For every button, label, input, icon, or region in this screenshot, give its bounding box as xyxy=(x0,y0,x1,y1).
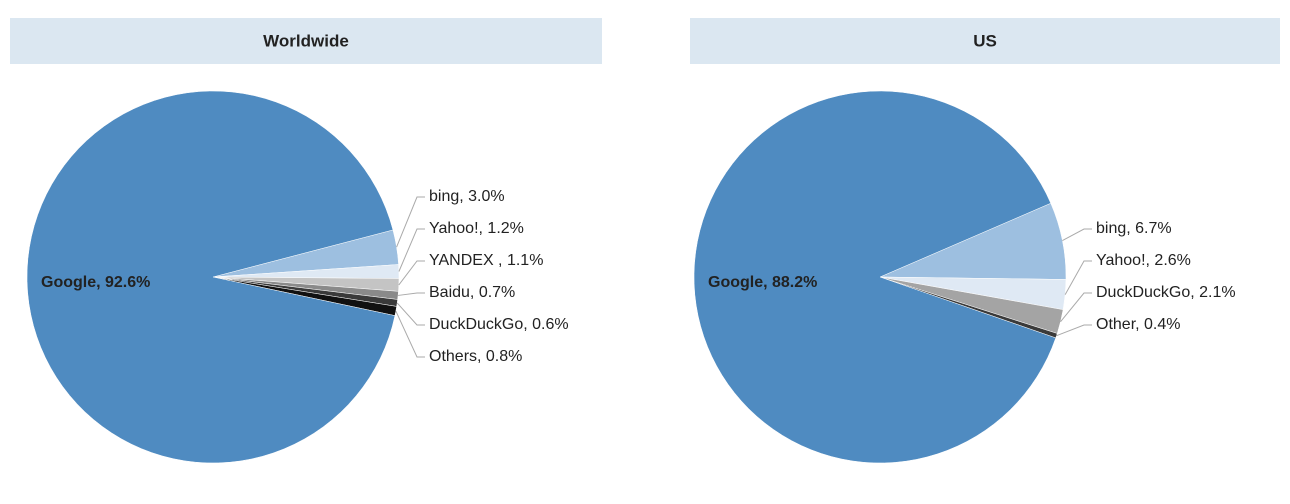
data-label: Google, 88.2% xyxy=(708,274,817,291)
leader-line xyxy=(1056,324,1092,337)
leader-line xyxy=(398,260,425,286)
title-bar xyxy=(690,18,1280,64)
pie-slice xyxy=(26,90,396,464)
data-label: Baidu, 0.7% xyxy=(429,284,515,301)
leader-line xyxy=(1062,228,1092,241)
leader-line xyxy=(395,310,425,358)
leader-line xyxy=(1060,292,1092,322)
data-label: bing, 3.0% xyxy=(429,188,505,205)
leader-line xyxy=(396,302,425,326)
title-bar xyxy=(10,18,602,64)
data-label: DuckDuckGo, 2.1% xyxy=(1096,284,1236,301)
data-label: Other, 0.4% xyxy=(1096,316,1181,333)
data-label: Yahoo!, 1.2% xyxy=(429,220,524,237)
data-label: YANDEX , 1.1% xyxy=(429,252,543,269)
chart-title: US xyxy=(973,31,997,50)
leader-line xyxy=(398,292,425,296)
data-label: Yahoo!, 2.6% xyxy=(1096,252,1191,269)
pie-slice xyxy=(693,90,1057,464)
data-label: bing, 6.7% xyxy=(1096,220,1172,237)
leader-line xyxy=(396,196,425,248)
data-label: Others, 0.8% xyxy=(429,348,522,365)
leader-line xyxy=(1064,260,1092,295)
data-label: Google, 92.6% xyxy=(41,274,150,291)
data-label: DuckDuckGo, 0.6% xyxy=(429,316,569,333)
chart-title: Worldwide xyxy=(263,31,349,50)
leader-line xyxy=(398,228,425,272)
